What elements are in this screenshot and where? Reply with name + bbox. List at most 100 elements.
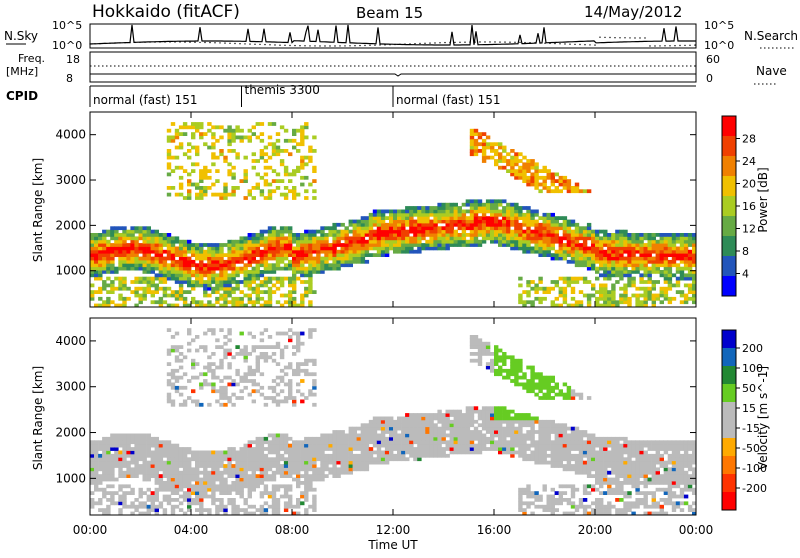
heatmap-cell — [514, 437, 518, 441]
heatmap-cell — [284, 451, 288, 455]
heatmap-cell — [126, 260, 130, 264]
heatmap-cell — [680, 243, 684, 247]
heatmap-cell — [361, 467, 365, 471]
heatmap-cell — [381, 427, 385, 431]
heatmap-cell — [171, 156, 175, 160]
heatmap-cell — [312, 447, 316, 451]
heatmap-cell — [223, 471, 227, 475]
heatmap-cell — [244, 464, 248, 468]
heatmap-cell — [296, 389, 300, 393]
heatmap-cell — [506, 423, 510, 427]
heatmap-cell — [248, 366, 252, 370]
heatmap-cell — [522, 236, 526, 240]
heatmap-cell — [260, 332, 264, 336]
heatmap-cell — [381, 216, 385, 220]
heatmap-cell — [446, 206, 450, 210]
heatmap-cell — [349, 471, 353, 475]
heatmap-cell — [272, 240, 276, 244]
heatmap-cell — [284, 488, 288, 492]
heatmap-cell — [522, 206, 526, 210]
heatmap-cell — [534, 240, 538, 244]
heatmap-cell — [171, 294, 175, 298]
heatmap-cell — [538, 247, 542, 251]
heatmap-cell — [421, 437, 425, 441]
heatmap-cell — [316, 471, 320, 475]
heatmap-cell — [219, 488, 223, 492]
heatmap-cell — [369, 454, 373, 458]
heatmap-cell — [300, 156, 304, 160]
heatmap-cell — [522, 501, 526, 505]
heatmap-cell — [118, 243, 122, 247]
heatmap-cell — [118, 451, 122, 455]
heatmap-cell — [401, 220, 405, 224]
heatmap-cell — [195, 263, 199, 267]
heatmap-cell — [648, 287, 652, 291]
heatmap-cell — [510, 447, 514, 451]
heatmap-cell — [219, 508, 223, 512]
heatmap-cell — [639, 236, 643, 240]
heatmap-cell — [543, 230, 547, 234]
heatmap-cell — [191, 389, 195, 393]
heatmap-cell — [260, 478, 264, 482]
heatmap-cell — [664, 270, 668, 274]
heatmap-cell — [203, 471, 207, 475]
nsearch-point — [289, 45, 290, 46]
heatmap-cell — [397, 440, 401, 444]
heatmap-cell — [191, 146, 195, 150]
heatmap-cell — [324, 260, 328, 264]
heatmap-cell — [231, 139, 235, 143]
heatmap-cell — [292, 300, 296, 304]
nsearch-point — [384, 44, 385, 45]
heatmap-cell — [227, 250, 231, 254]
heatmap-cell — [118, 250, 122, 254]
heatmap-cell — [130, 474, 134, 478]
heatmap-cell — [268, 253, 272, 257]
heatmap-cell — [648, 250, 652, 254]
heatmap-cell — [223, 183, 227, 187]
heatmap-cell — [514, 247, 518, 251]
heatmap-cell — [114, 230, 118, 234]
heatmap-cell — [163, 440, 167, 444]
heatmap-cell — [365, 220, 369, 224]
heatmap-cell — [143, 467, 147, 471]
heatmap-cell — [308, 474, 312, 478]
heatmap-cell — [159, 270, 163, 274]
heatmap-cell — [575, 243, 579, 247]
heatmap-cell — [215, 366, 219, 370]
heatmap-cell — [349, 451, 353, 455]
heatmap-cell — [478, 223, 482, 227]
heatmap-cell — [401, 454, 405, 458]
heatmap-cell — [595, 277, 599, 281]
nsearch-point — [604, 37, 605, 38]
heatmap-cell — [175, 467, 179, 471]
heatmap-cell — [211, 250, 215, 254]
heatmap-cell — [288, 366, 292, 370]
heatmap-cell — [312, 467, 316, 471]
heatmap-cell — [401, 457, 405, 461]
heatmap-cell — [256, 122, 260, 126]
heatmap-cell — [429, 247, 433, 251]
heatmap-cell — [102, 444, 106, 448]
heatmap-cell — [470, 146, 474, 150]
heatmap-cell — [139, 263, 143, 267]
heatmap-cell — [587, 247, 591, 251]
heatmap-cell — [538, 250, 542, 254]
heatmap-cell — [195, 243, 199, 247]
heatmap-cell — [413, 226, 417, 230]
heatmap-cell — [211, 498, 215, 502]
heatmap-cell — [595, 257, 599, 261]
heatmap-cell — [167, 233, 171, 237]
heatmap-cell — [417, 226, 421, 230]
heatmap-cell — [619, 230, 623, 234]
heatmap-cell — [134, 440, 138, 444]
heatmap-cell — [417, 233, 421, 237]
heatmap-cell — [98, 240, 102, 244]
heatmap-cell — [425, 230, 429, 234]
heatmap-cell — [688, 257, 692, 261]
heatmap-cell — [264, 166, 268, 170]
heatmap-cell — [122, 484, 126, 488]
heatmap-cell — [611, 250, 615, 254]
heatmap-cell — [349, 240, 353, 244]
heatmap-cell — [252, 287, 256, 291]
heatmap-cell — [494, 220, 498, 224]
